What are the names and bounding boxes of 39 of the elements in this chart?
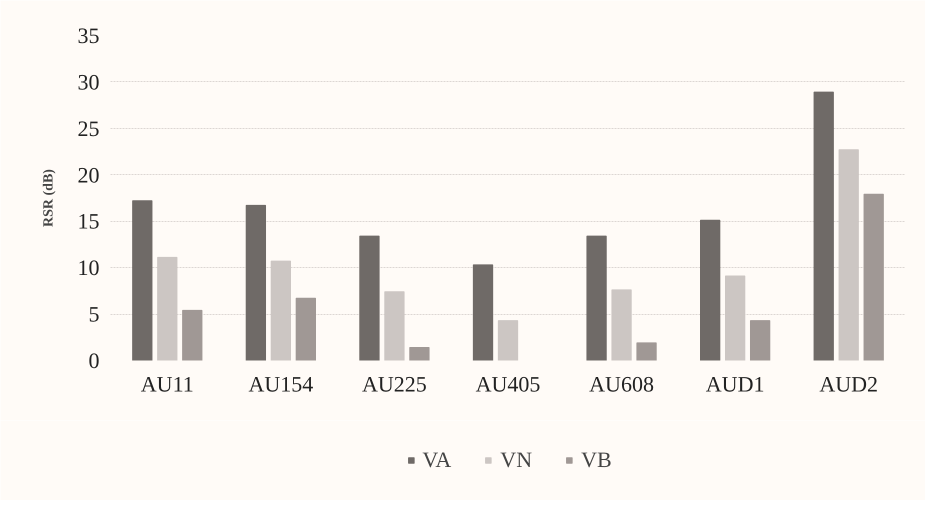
bar	[611, 289, 632, 360]
y-tick-label: 15	[78, 208, 100, 234]
x-tick-label: AUD2	[819, 372, 878, 396]
bar	[750, 320, 770, 360]
bar	[814, 92, 834, 360]
x-tick-label: AU154	[248, 372, 314, 396]
bar	[157, 256, 178, 360]
bar	[838, 149, 859, 360]
bar	[296, 298, 316, 360]
bar	[636, 342, 657, 360]
x-tick-label: AU608	[589, 372, 654, 396]
bar	[864, 194, 884, 360]
bar	[384, 291, 405, 360]
bar	[132, 200, 152, 360]
y-tick-label: 25	[78, 116, 100, 141]
y-tick-label: 10	[78, 255, 100, 280]
bar	[498, 320, 518, 360]
bar	[359, 236, 380, 360]
x-tick-label: AU225	[362, 372, 427, 396]
bar	[270, 260, 292, 360]
legend-label: VA	[422, 447, 452, 473]
y-axis-title: RSR (dB)	[42, 168, 56, 227]
bar	[700, 220, 720, 360]
x-tick-label: AU405	[476, 372, 540, 396]
legend-label: VB	[581, 447, 612, 473]
x-tick-label: AU11	[140, 372, 194, 396]
y-tick-label: 30	[78, 69, 100, 94]
bar	[724, 276, 746, 360]
bar	[586, 236, 607, 360]
legend-label: VN	[500, 447, 532, 473]
y-tick-label: 5	[88, 302, 100, 327]
y-tick-label: 20	[78, 162, 100, 188]
y-tick-label: 35	[78, 23, 100, 48]
x-tick-label: AUD1	[706, 372, 764, 396]
bar	[409, 347, 430, 360]
bar	[246, 204, 266, 360]
bar	[182, 310, 202, 360]
bar	[472, 264, 494, 360]
y-tick-label: 0	[88, 348, 100, 373]
